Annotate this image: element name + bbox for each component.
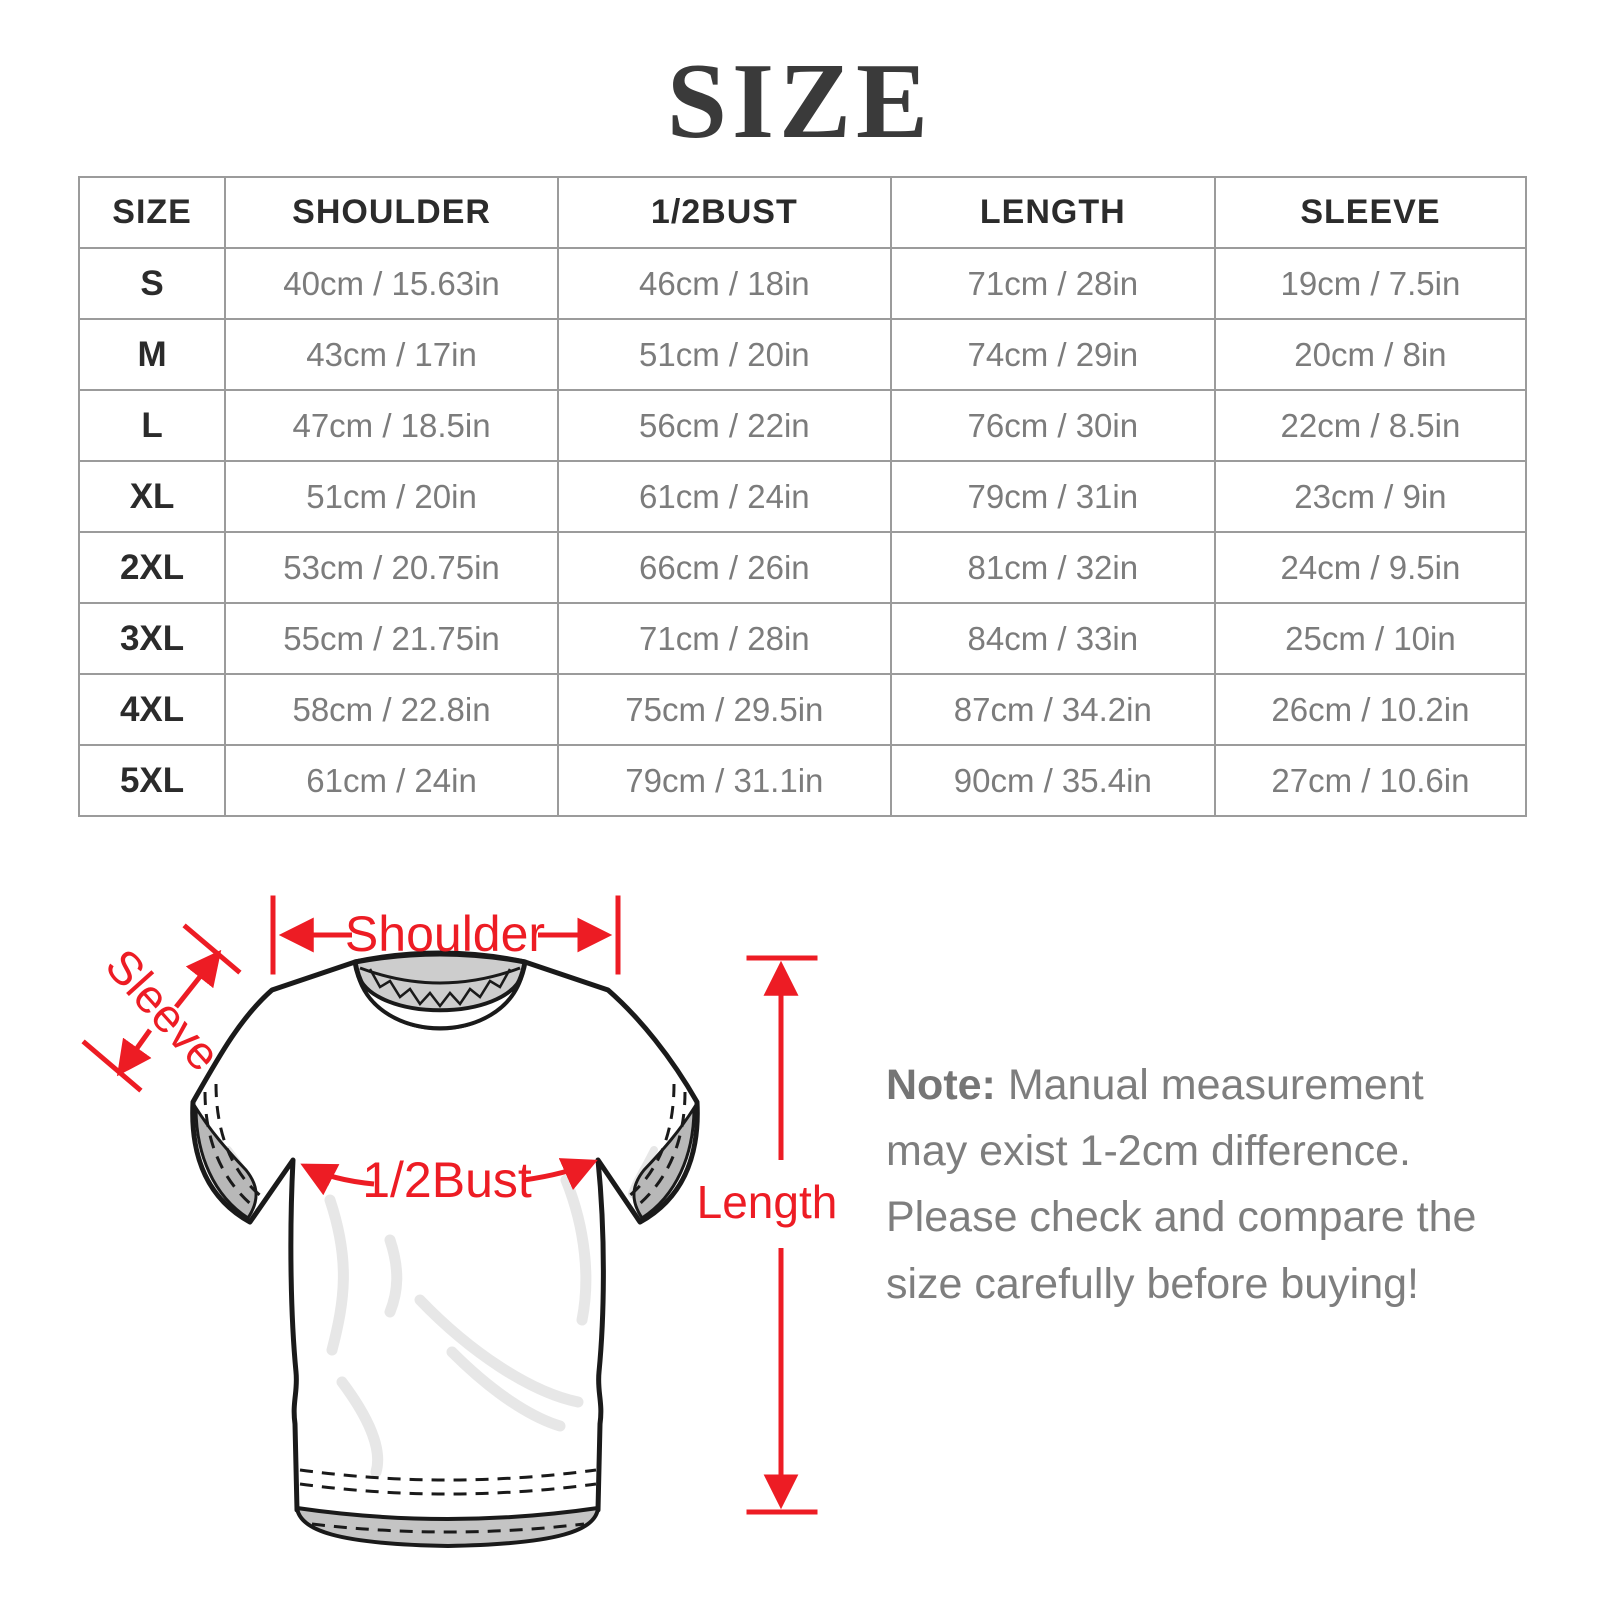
- bust-cell: 75cm / 29.5in: [556, 673, 892, 746]
- size-label-cell: 3XL: [77, 602, 227, 675]
- bust-measure: 1/2Bust: [300, 1152, 598, 1208]
- tshirt-body: [190, 950, 700, 1524]
- bust-cell: 66cm / 26in: [556, 531, 892, 604]
- sleeve-cell: 27cm / 10.6in: [1213, 744, 1528, 817]
- measurement-note: Note: Manual measurement may exist 1-2cm…: [886, 1052, 1506, 1317]
- bust-cell: 51cm / 20in: [556, 318, 892, 391]
- table-header-row: SIZE SHOULDER 1/2BUST LENGTH SLEEVE: [77, 176, 1528, 249]
- length-cell: 87cm / 34.2in: [889, 673, 1216, 746]
- shoulder-cell: 51cm / 20in: [224, 460, 559, 533]
- length-cell: 81cm / 32in: [889, 531, 1216, 604]
- bust-cell: 56cm / 22in: [556, 389, 892, 462]
- sleeve-cell: 20cm / 8in: [1213, 318, 1528, 391]
- bust-label: 1/2Bust: [362, 1152, 532, 1208]
- left-cuff: [194, 1083, 267, 1221]
- hem-underside: [295, 1506, 600, 1548]
- collar: [352, 951, 528, 1031]
- col-header-size: SIZE: [77, 176, 227, 249]
- bust-cell: 71cm / 28in: [556, 602, 892, 675]
- note-label: Note:: [886, 1061, 996, 1109]
- shoulder-cell: 58cm / 22.8in: [224, 673, 559, 746]
- col-header-sleeve: SLEEVE: [1213, 176, 1528, 249]
- length-cell: 71cm / 28in: [889, 247, 1216, 320]
- sleeve-cell: 26cm / 10.2in: [1213, 673, 1528, 746]
- size-label-cell: L: [77, 389, 227, 462]
- page-title: SIZE: [666, 42, 934, 161]
- length-cell: 79cm / 31in: [889, 460, 1216, 533]
- sleeve-cell: 19cm / 7.5in: [1213, 247, 1528, 320]
- table-row: 5XL 61cm / 24in 79cm / 31.1in 90cm / 35.…: [77, 744, 1528, 817]
- length-measure: Length: [697, 955, 838, 1515]
- bust-cell: 79cm / 31.1in: [556, 744, 892, 817]
- col-header-length: LENGTH: [889, 176, 1216, 249]
- table-row: 3XL 55cm / 21.75in 71cm / 28in 84cm / 33…: [77, 602, 1528, 675]
- length-cell: 74cm / 29in: [889, 318, 1216, 391]
- size-label-cell: XL: [77, 460, 227, 533]
- table-row: XL 51cm / 20in 61cm / 24in 79cm / 31in 2…: [77, 460, 1528, 533]
- sleeve-cell: 23cm / 9in: [1213, 460, 1528, 533]
- col-header-shoulder: SHOULDER: [224, 176, 559, 249]
- length-cell: 76cm / 30in: [889, 389, 1216, 462]
- table-row: M 43cm / 17in 51cm / 20in 74cm / 29in 20…: [77, 318, 1528, 391]
- sleeve-cell: 25cm / 10in: [1213, 602, 1528, 675]
- shoulder-cell: 47cm / 18.5in: [224, 389, 559, 462]
- bust-cell: 46cm / 18in: [556, 247, 892, 320]
- table-row: 4XL 58cm / 22.8in 75cm / 29.5in 87cm / 3…: [77, 673, 1528, 746]
- size-label-cell: S: [77, 247, 227, 320]
- size-label-cell: M: [77, 318, 227, 391]
- shoulder-cell: 55cm / 21.75in: [224, 602, 559, 675]
- hem: [295, 1468, 600, 1548]
- collar-zigzag-stitch: [368, 968, 512, 1009]
- tshirt-illustration: [190, 950, 700, 1548]
- size-table: SIZE SHOULDER 1/2BUST LENGTH SLEEVE S 40…: [77, 176, 1528, 817]
- size-label-cell: 5XL: [77, 744, 227, 817]
- note-text: Manual measurement may exist 1-2cm diffe…: [886, 1061, 1477, 1308]
- bust-cell: 61cm / 24in: [556, 460, 892, 533]
- col-header-bust: 1/2BUST: [556, 176, 892, 249]
- collar-rim: [356, 973, 524, 1031]
- sleeve-cell: 22cm / 8.5in: [1213, 389, 1528, 462]
- size-label-cell: 4XL: [77, 673, 227, 746]
- length-cell: 84cm / 33in: [889, 602, 1216, 675]
- table-row: L 47cm / 18.5in 56cm / 22in 76cm / 30in …: [77, 389, 1528, 462]
- size-diagram: Shoulder Sleeve 1/2Bust Length: [81, 895, 838, 1548]
- table-row: 2XL 53cm / 20.75in 66cm / 26in 81cm / 32…: [77, 531, 1528, 604]
- shoulder-cell: 40cm / 15.63in: [224, 247, 559, 320]
- shoulder-cell: 61cm / 24in: [224, 744, 559, 817]
- shoulder-label: Shoulder: [345, 906, 545, 962]
- shoulder-measure: Shoulder: [270, 895, 621, 975]
- length-label: Length: [697, 1176, 838, 1228]
- sleeve-cell: 24cm / 9.5in: [1213, 531, 1528, 604]
- shoulder-cell: 43cm / 17in: [224, 318, 559, 391]
- size-label-cell: 2XL: [77, 531, 227, 604]
- length-cell: 90cm / 35.4in: [889, 744, 1216, 817]
- shoulder-cell: 53cm / 20.75in: [224, 531, 559, 604]
- table-row: S 40cm / 15.63in 46cm / 18in 71cm / 28in…: [77, 247, 1528, 320]
- right-cuff: [623, 1083, 696, 1221]
